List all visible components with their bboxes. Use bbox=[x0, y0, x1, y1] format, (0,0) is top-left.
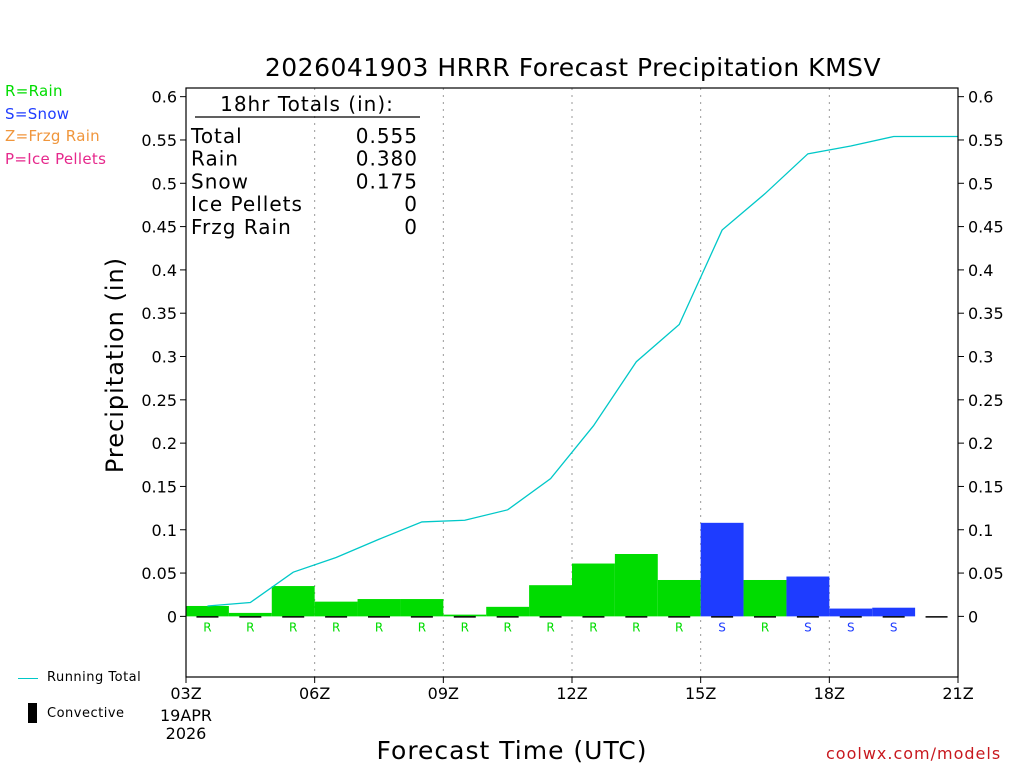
precip-type-label: S bbox=[847, 620, 855, 634]
y-tick-label-left: 0.55 bbox=[141, 131, 177, 150]
totals-row-label: Total bbox=[190, 124, 243, 148]
totals-row-label: Ice Pellets bbox=[191, 192, 303, 216]
precip-type-label: R bbox=[289, 620, 297, 634]
legend-key-rain: R=Rain bbox=[5, 82, 63, 100]
chart-title: 2026041903 HRRR Forecast Precipitation K… bbox=[265, 53, 881, 82]
y-tick-label-right: 0.4 bbox=[968, 261, 993, 280]
y-tick-label-right: 0.2 bbox=[968, 434, 993, 453]
precip-type-label: R bbox=[589, 620, 597, 634]
precip-bar bbox=[486, 606, 530, 617]
precip-bar bbox=[186, 605, 229, 617]
totals-row-label: Snow bbox=[191, 169, 249, 193]
y-tick-label-right: 0.15 bbox=[968, 477, 1004, 496]
precip-type-label: R bbox=[418, 620, 426, 634]
precip-type-label: R bbox=[546, 620, 554, 634]
y-tick-label-right: 0 bbox=[968, 607, 978, 626]
y-tick-label-right: 0.5 bbox=[968, 174, 993, 193]
x-tick-label: 18Z bbox=[814, 684, 845, 703]
totals-header: 18hr Totals (in): bbox=[220, 92, 394, 116]
credit-text: coolwx.com/models bbox=[826, 744, 1002, 763]
x-start-date-label: 2026 bbox=[166, 724, 207, 743]
precip-type-label: R bbox=[461, 620, 469, 634]
precip-type-label: R bbox=[203, 620, 211, 634]
y-tick-label-right: 0.35 bbox=[968, 304, 1004, 323]
precip-bar bbox=[786, 576, 830, 617]
precip-bar bbox=[700, 522, 744, 617]
running-total-label: Running Total bbox=[47, 670, 142, 685]
precip-bar bbox=[400, 599, 444, 617]
totals-row-value: 0.555 bbox=[356, 124, 418, 148]
precip-bar bbox=[271, 586, 315, 617]
legend-key-frzg-rain: Z=Frzg Rain bbox=[5, 127, 100, 145]
x-start-date-label: 19APR bbox=[160, 706, 212, 725]
y-tick-label-left: 0 bbox=[167, 607, 177, 626]
precip-type-label: R bbox=[632, 620, 640, 634]
legend-key-snow: S=Snow bbox=[5, 105, 70, 123]
y-tick-label-right: 0.45 bbox=[968, 218, 1004, 237]
y-tick-label-left: 0.35 bbox=[141, 304, 177, 323]
y-tick-label-left: 0.25 bbox=[141, 391, 177, 410]
precip-bar bbox=[314, 601, 358, 617]
precip-bar bbox=[743, 579, 787, 617]
running-total-line-swatch bbox=[18, 678, 38, 679]
precip-type-label: S bbox=[890, 620, 898, 634]
legend-key-ice-pellets: P=Ice Pellets bbox=[5, 150, 107, 168]
precip-type-label: R bbox=[332, 620, 340, 634]
running-total-line bbox=[207, 135, 958, 607]
totals-row-value: 0.175 bbox=[356, 169, 418, 193]
totals-row-value: 0 bbox=[404, 215, 418, 239]
precip-type-label: R bbox=[246, 620, 254, 634]
y-tick-label-left: 0.05 bbox=[141, 564, 177, 583]
y-tick-label-left: 0.1 bbox=[152, 521, 177, 540]
precip-type-label: R bbox=[375, 620, 383, 634]
precip-bar bbox=[529, 585, 572, 617]
precip-bar bbox=[228, 612, 272, 617]
totals-row-label: Rain bbox=[191, 147, 239, 171]
x-tick-label: 03Z bbox=[170, 684, 201, 703]
y-axis-label: Precipitation (in) bbox=[101, 257, 129, 473]
precip-bar bbox=[829, 608, 873, 617]
y-tick-label-right: 0.1 bbox=[968, 521, 993, 540]
precip-type-label: R bbox=[761, 620, 769, 634]
totals-row-value: 0 bbox=[404, 192, 418, 216]
plot-area: R R R R R R R R R R R R S R S S S0 00.05 0.050.1 0.10.15 0.1… bbox=[141, 87, 1004, 743]
y-tick-label-right: 0.6 bbox=[968, 88, 993, 107]
precip-bar bbox=[657, 579, 701, 617]
precip-type-label: S bbox=[718, 620, 726, 634]
y-tick-label-left: 0.45 bbox=[141, 218, 177, 237]
x-tick-label: 21Z bbox=[942, 684, 973, 703]
y-tick-label-left: 0.5 bbox=[152, 174, 177, 193]
x-axis-label: Forecast Time (UTC) bbox=[377, 736, 648, 765]
y-tick-label-left: 0.2 bbox=[152, 434, 177, 453]
y-tick-label-left: 0.3 bbox=[152, 348, 177, 367]
precip-type-label: R bbox=[503, 620, 511, 634]
convective-swatch bbox=[28, 703, 37, 723]
y-tick-label-right: 0.3 bbox=[968, 348, 993, 367]
x-tick-label: 06Z bbox=[299, 684, 330, 703]
precip-bar bbox=[357, 599, 401, 617]
convective-label: Convective bbox=[47, 706, 125, 721]
legend-convective: Convective bbox=[28, 703, 168, 725]
totals-row-label: Frzg Rain bbox=[191, 215, 292, 239]
precip-type-label: R bbox=[675, 620, 683, 634]
y-tick-label-right: 0.55 bbox=[968, 131, 1004, 150]
y-tick-label-left: 0.4 bbox=[152, 261, 177, 280]
totals-row-value: 0.380 bbox=[356, 147, 418, 171]
x-tick-label: 12Z bbox=[556, 684, 587, 703]
precip-bar bbox=[614, 554, 658, 617]
legend-running-total: Running Total bbox=[18, 670, 158, 688]
y-tick-label-right: 0.05 bbox=[968, 564, 1004, 583]
y-tick-label-left: 0.15 bbox=[141, 477, 177, 496]
x-tick-label: 09Z bbox=[428, 684, 459, 703]
precip-bar bbox=[443, 614, 487, 617]
y-tick-label-right: 0.25 bbox=[968, 391, 1004, 410]
precip-bar bbox=[572, 563, 615, 617]
y-tick-label-left: 0.6 bbox=[152, 88, 177, 107]
precip-bar bbox=[872, 607, 916, 617]
x-tick-label: 15Z bbox=[685, 684, 716, 703]
precip-type-label: S bbox=[804, 620, 812, 634]
